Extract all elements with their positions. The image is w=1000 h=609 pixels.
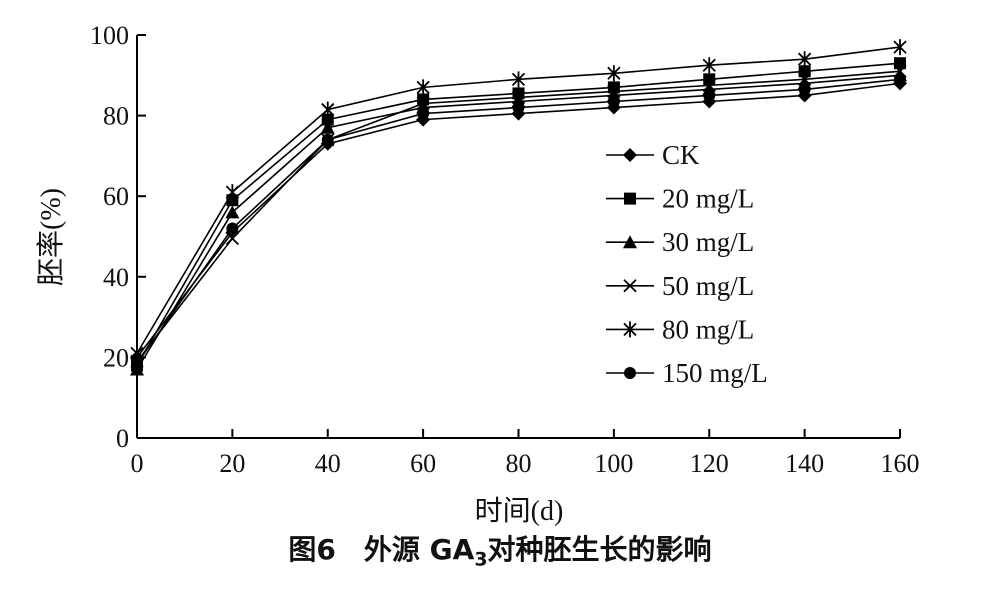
legend-marker: [624, 367, 636, 379]
data-point: [798, 83, 811, 96]
data-point: [511, 90, 526, 105]
legend-item: 30 mg/L: [606, 227, 754, 257]
x-tick-label: 120: [690, 449, 729, 478]
series-line: [136, 82, 901, 358]
x-tick-label: 20: [219, 449, 245, 478]
legend-item: 150 mg/L: [606, 358, 768, 388]
series-0: [130, 76, 907, 365]
data-point: [320, 120, 335, 134]
data-point: [225, 184, 240, 201]
x-axis-label: 时间(d): [475, 495, 564, 527]
data-point: [511, 71, 526, 88]
caption-prefix: 图6 外源 GA: [288, 533, 475, 566]
data-point: [512, 87, 525, 100]
x-tick-label: 160: [881, 449, 920, 478]
x-tick-label: 40: [315, 449, 341, 478]
legend-label: CK: [662, 140, 700, 170]
data-point: [321, 101, 335, 118]
data-point: [225, 205, 240, 219]
caption-suffix: 对种胚生长的影响: [487, 533, 712, 566]
x-tick-label: 0: [131, 449, 144, 478]
data-point: [321, 113, 334, 126]
legend: CK 20 mg/L 30 mg/L 50 mg/L 80 mg/L 150 mg/L: [606, 140, 768, 388]
data-point: [894, 57, 906, 70]
data-point: [226, 222, 239, 235]
figure-caption: 图6 外源 GA3对种胚生长的影响: [0, 528, 1000, 571]
data-point: [417, 93, 430, 106]
legend-item: CK: [606, 140, 700, 170]
legend-label: 150 mg/L: [662, 358, 768, 388]
data-point: [321, 133, 334, 146]
series-group: [130, 39, 907, 376]
legend-marker: [623, 321, 637, 338]
legend-item: 20 mg/L: [606, 184, 754, 214]
y-axis-ticks: 0 20 40 60 80 100: [90, 21, 146, 453]
legend-marker: [623, 235, 637, 249]
data-point: [417, 107, 430, 120]
data-point: [131, 357, 143, 370]
series-5: [131, 73, 906, 370]
y-tick-label: 60: [103, 182, 129, 211]
legend-label: 50 mg/L: [662, 271, 754, 301]
x-tick-label: 100: [594, 449, 633, 478]
data-point: [893, 39, 907, 56]
data-point: [702, 57, 716, 74]
data-point: [607, 81, 620, 94]
legend-marker: [623, 279, 637, 293]
series-4: [130, 39, 907, 362]
data-point: [703, 89, 716, 102]
y-tick-label: 40: [103, 263, 129, 292]
data-point: [702, 78, 716, 93]
y-tick-label: 0: [116, 424, 129, 453]
data-point: [607, 65, 621, 82]
data-point: [894, 73, 906, 86]
y-axis-label: 胚率(%): [35, 188, 67, 286]
x-tick-label: 140: [785, 449, 824, 478]
data-point: [416, 96, 430, 111]
x-axis-ticks: 0 20 40 60 80 100 120 140 160: [131, 429, 920, 478]
data-point: [797, 72, 812, 86]
caption-subscript: 3: [474, 548, 488, 571]
legend-label: 20 mg/L: [662, 184, 754, 214]
legend-item: 50 mg/L: [606, 271, 754, 301]
x-tick-label: 60: [410, 449, 436, 478]
y-tick-label: 20: [103, 343, 129, 372]
data-point: [798, 65, 811, 78]
data-point: [512, 101, 525, 114]
x-tick-label: 80: [506, 449, 532, 478]
y-tick-label: 80: [103, 102, 129, 131]
series-line: [136, 78, 901, 364]
data-point: [797, 51, 812, 68]
legend-label: 80 mg/L: [662, 314, 754, 344]
data-point: [416, 79, 430, 96]
legend-marker: [623, 148, 637, 162]
data-point: [607, 84, 621, 99]
y-tick-label: 100: [90, 21, 129, 50]
legend-item: 80 mg/L: [606, 314, 754, 344]
legend-label: 30 mg/L: [662, 227, 754, 257]
data-point: [607, 95, 620, 108]
legend-marker: [624, 192, 636, 205]
